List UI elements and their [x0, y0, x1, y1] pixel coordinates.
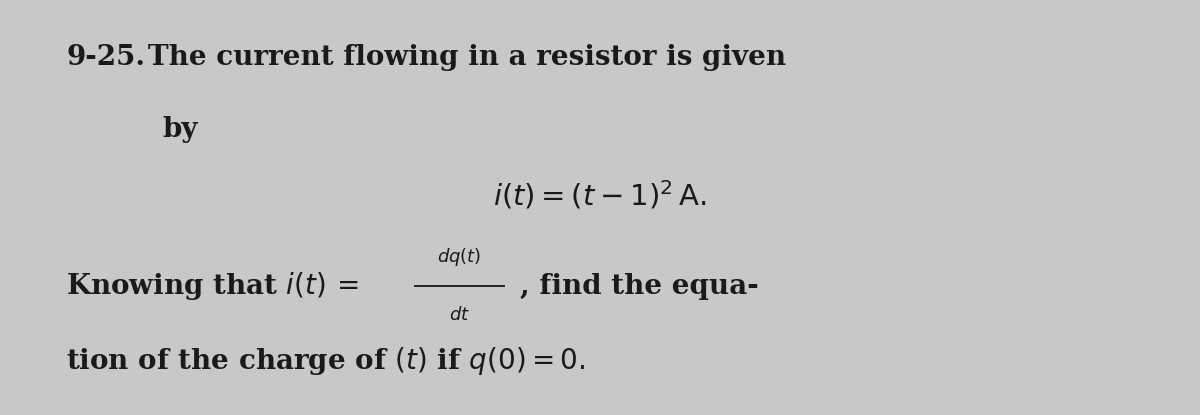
Text: $i(t) = (t - 1)^{2}\,\mathrm{A}.$: $i(t) = (t - 1)^{2}\,\mathrm{A}.$ — [493, 178, 707, 212]
Text: Knowing that $i(t)\,=$: Knowing that $i(t)\,=$ — [66, 270, 359, 303]
Text: , find the equa-: , find the equa- — [520, 273, 758, 300]
Text: The current flowing in a resistor is given: The current flowing in a resistor is giv… — [148, 44, 786, 71]
Text: $dq(t)$: $dq(t)$ — [438, 246, 481, 269]
Text: tion of the charge of $(t)$ if $q(0) = 0.$: tion of the charge of $(t)$ if $q(0) = 0… — [66, 345, 586, 377]
Text: 9-25.: 9-25. — [66, 44, 145, 71]
Text: by: by — [162, 116, 198, 143]
Text: $dt$: $dt$ — [449, 306, 470, 325]
